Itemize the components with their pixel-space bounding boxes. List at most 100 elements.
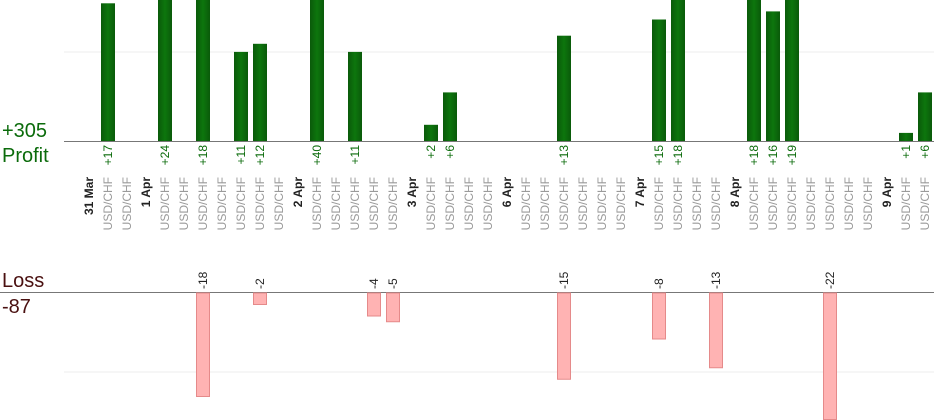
loss-value-label: -2 — [253, 278, 267, 289]
profit-value-label: +2 — [424, 145, 438, 159]
pair-label: USD/CHF — [101, 177, 115, 230]
profit-value-label: +6 — [918, 145, 932, 159]
pair-label: USD/CHF — [595, 177, 609, 230]
pair-label: USD/CHF — [671, 177, 685, 230]
profit-bar — [747, 0, 761, 142]
profit-value-label: +15 — [652, 145, 666, 166]
profit-bar — [310, 0, 324, 141]
pair-label: USD/CHF — [823, 177, 837, 230]
pair-label: USD/CHF — [310, 177, 324, 230]
pair-label: USD/CHF — [158, 177, 172, 230]
pair-label: USD/CHF — [861, 177, 875, 230]
pair-label: USD/CHF — [576, 177, 590, 230]
profit-bar — [348, 51, 362, 141]
loss-bar — [386, 292, 400, 323]
pair-label: USD/CHF — [196, 177, 210, 230]
loss-bar — [196, 292, 210, 397]
profit-bar — [196, 0, 210, 142]
profit-value-label: +24 — [158, 145, 172, 166]
date-label: 31 Mar — [82, 177, 96, 215]
pair-label: USD/CHF — [766, 177, 780, 230]
loss-value-label: -8 — [652, 278, 666, 289]
profit-value-label: +11 — [348, 145, 362, 165]
loss-bar — [709, 292, 723, 369]
profit-bar — [785, 0, 799, 141]
loss-bar — [253, 292, 267, 305]
profit-bar — [253, 43, 267, 141]
pair-label: USD/CHF — [462, 177, 476, 230]
loss-value-label: -13 — [709, 271, 723, 289]
loss-title: Loss — [2, 270, 45, 292]
profit-value-label: +6 — [443, 145, 457, 159]
profit-value-label: +12 — [253, 145, 267, 166]
profit-value-label: +18 — [196, 145, 210, 166]
loss-value-label: -18 — [196, 271, 210, 289]
pair-label: USD/CHF — [690, 177, 704, 230]
profit-bar — [899, 132, 913, 141]
pair-label: USD/CHF — [519, 177, 533, 230]
pair-label: USD/CHF — [253, 177, 267, 230]
pair-label: USD/CHF — [785, 177, 799, 230]
pair-label: USD/CHF — [120, 177, 134, 230]
pair-label: USD/CHF — [918, 177, 932, 230]
loss-value-label: -5 — [386, 278, 400, 289]
pair-label: USD/CHF — [538, 177, 552, 230]
pair-label: USD/CHF — [215, 177, 229, 230]
profit-bar — [918, 92, 932, 141]
profit-bar — [652, 19, 666, 141]
date-label: 7 Apr — [633, 177, 647, 208]
pair-label: USD/CHF — [557, 177, 571, 230]
profit-value-label: +13 — [557, 145, 571, 166]
profit-value-label: +1 — [899, 145, 913, 159]
pair-label: USD/CHF — [899, 177, 913, 230]
date-label: 1 Apr — [139, 177, 153, 208]
pair-label: USD/CHF — [386, 177, 400, 230]
pair-label: USD/CHF — [842, 177, 856, 230]
profit-bar — [101, 3, 115, 141]
profit-total-label: +305 — [2, 120, 48, 142]
loss-total-label: -87 — [2, 296, 31, 318]
pair-label: USD/CHF — [329, 177, 343, 230]
loss-bar — [557, 292, 571, 380]
pair-label: USD/CHF — [481, 177, 495, 230]
date-label: 2 Apr — [291, 177, 305, 208]
pair-label: USD/CHF — [709, 177, 723, 230]
profit-value-label: +19 — [785, 145, 799, 166]
date-label: 6 Apr — [500, 177, 514, 208]
pair-label: USD/CHF — [652, 177, 666, 230]
loss-value-label: -22 — [823, 271, 837, 289]
date-label: 9 Apr — [880, 177, 894, 208]
profit-value-label: +17 — [101, 145, 115, 166]
profit-bar — [557, 35, 571, 142]
pair-label: USD/CHF — [348, 177, 362, 230]
profit-value-label: +18 — [671, 145, 685, 166]
pair-label: USD/CHF — [234, 177, 248, 230]
date-label: 8 Apr — [728, 177, 742, 208]
pair-label: USD/CHF — [367, 177, 381, 230]
pair-label: USD/CHF — [443, 177, 457, 230]
profit-value-label: +40 — [310, 145, 324, 166]
profit-bar — [234, 51, 248, 141]
profit-value-label: +16 — [766, 145, 780, 166]
date-label: 3 Apr — [405, 177, 419, 208]
profit-bar — [671, 0, 685, 142]
profit-title: Profit — [2, 145, 49, 167]
profit-bar — [158, 0, 172, 141]
profit-bar — [443, 92, 457, 141]
loss-bar — [367, 292, 381, 317]
profit-bar — [766, 11, 780, 142]
pair-label: USD/CHF — [424, 177, 438, 230]
loss-value-label: -4 — [367, 278, 381, 289]
pair-label: USD/CHF — [272, 177, 286, 230]
loss-bar — [652, 292, 666, 340]
pair-label: USD/CHF — [614, 177, 628, 230]
loss-value-label: -15 — [557, 271, 571, 289]
profit-value-label: +11 — [234, 145, 248, 165]
pair-label: USD/CHF — [804, 177, 818, 230]
loss-bar — [823, 292, 837, 420]
profit-bar — [424, 124, 438, 141]
pair-label: USD/CHF — [747, 177, 761, 230]
pair-label: USD/CHF — [177, 177, 191, 230]
profit-value-label: +18 — [747, 145, 761, 166]
